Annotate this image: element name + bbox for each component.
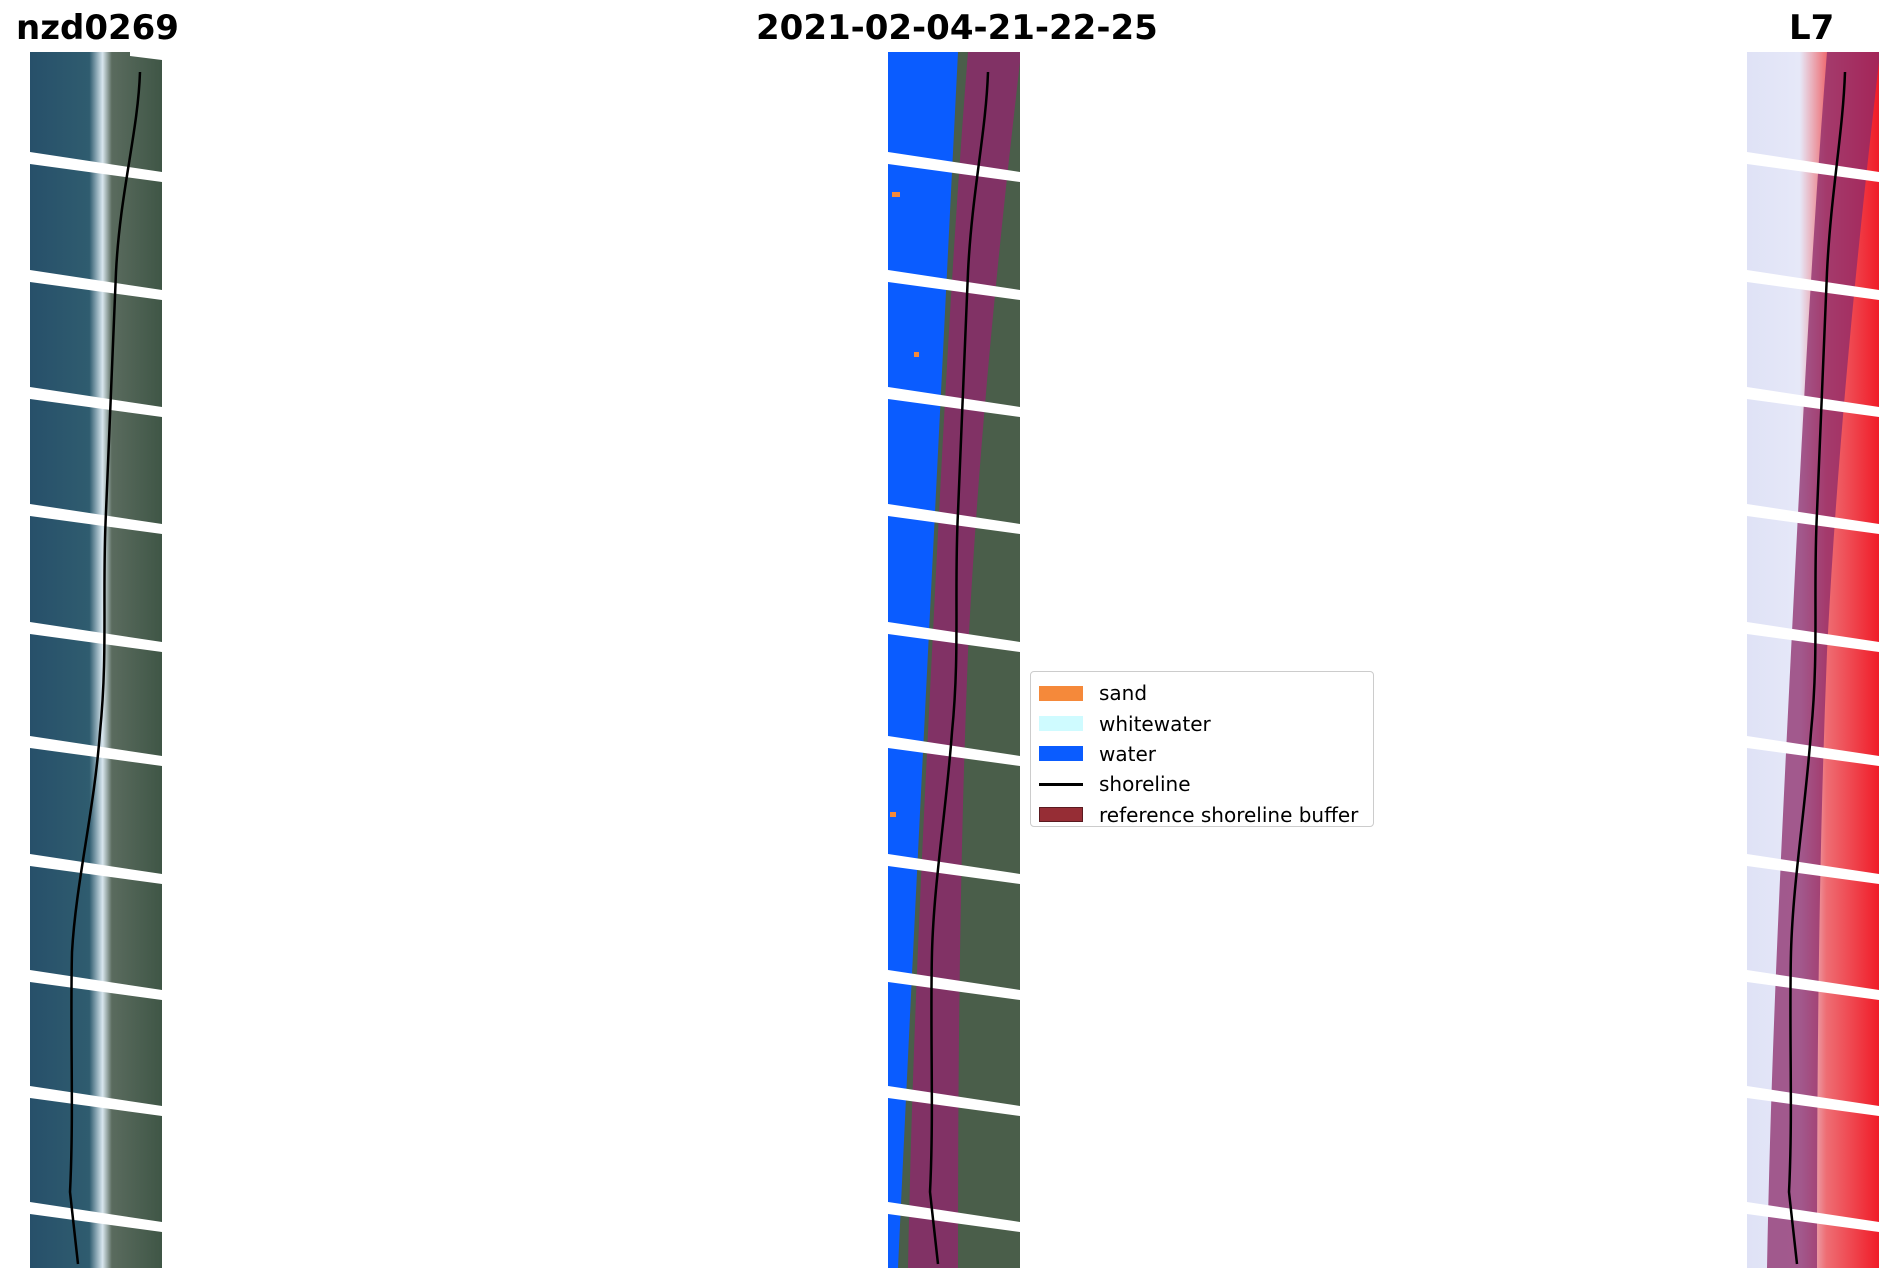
reference-buffer	[1767, 52, 1879, 1268]
whitewater-swatch	[1039, 716, 1083, 732]
panel-title-satellite: L7	[1789, 8, 1835, 48]
shoreline-line	[68, 71, 142, 1265]
index-image-panel	[1747, 52, 1879, 1268]
legend-label: whitewater	[1099, 711, 1211, 736]
panel-title-date: 2021-02-04-21-22-25	[756, 8, 1158, 48]
shoreline-line	[928, 71, 990, 1265]
reference-buffer	[908, 52, 1020, 1268]
index-image	[1747, 52, 1879, 1268]
water-swatch	[1039, 746, 1083, 762]
rgb-image	[30, 52, 162, 1268]
rgb-image-panel	[30, 52, 162, 1268]
legend-item-sand: sand	[1039, 678, 1365, 708]
classification-panel	[888, 52, 1020, 1268]
sand-swatch	[1039, 685, 1083, 701]
classification-image	[888, 52, 1020, 1268]
legend: sand whitewater water shoreline referenc…	[1030, 671, 1374, 827]
legend-item-reference-buffer: reference shoreline buffer	[1039, 800, 1365, 830]
legend-label: sand	[1099, 681, 1148, 706]
buffer-swatch	[1039, 807, 1083, 823]
legend-item-shoreline: shoreline	[1039, 769, 1365, 799]
legend-label: water	[1099, 741, 1156, 766]
legend-item-water: water	[1039, 739, 1365, 769]
shoreline-line	[1787, 71, 1847, 1265]
legend-label: reference shoreline buffer	[1099, 802, 1359, 827]
shoreline-swatch	[1039, 782, 1083, 786]
legend-label: shoreline	[1099, 772, 1191, 797]
legend-item-whitewater: whitewater	[1039, 708, 1365, 738]
panel-title-site: nzd0269	[16, 8, 179, 48]
